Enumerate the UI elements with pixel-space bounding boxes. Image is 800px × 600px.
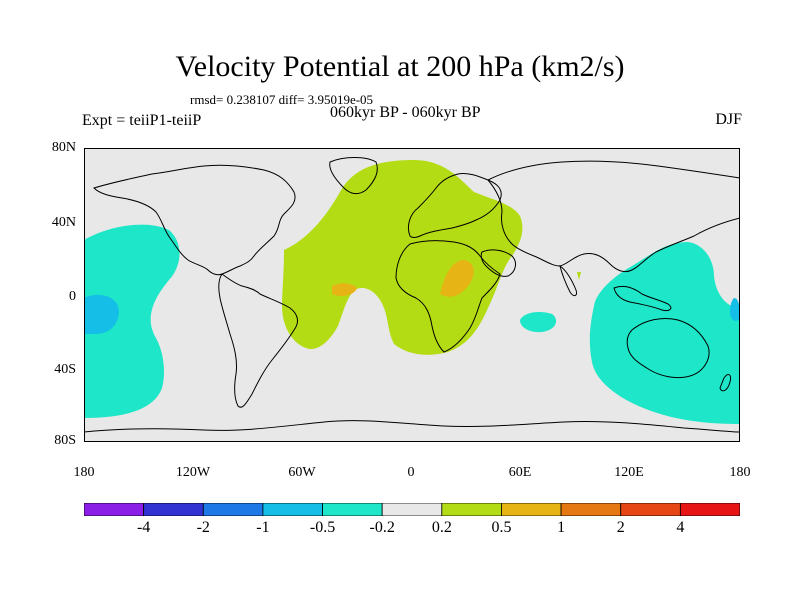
map-frame: [84, 148, 740, 442]
colorbar-swatch: [441, 503, 502, 516]
positive-spot-indian: [577, 272, 581, 280]
colorbar-swatch: [202, 503, 264, 516]
colorbar: [84, 503, 740, 516]
colorbar-swatch: [679, 503, 740, 516]
lon-label-180w: 180: [73, 465, 95, 480]
negative-core-east: [730, 298, 740, 321]
negative-region-indian: [520, 312, 557, 333]
lat-label-40s: 40S: [54, 362, 76, 377]
colorbar-label: 0.2: [431, 519, 452, 536]
colorbar-label: 1: [557, 519, 566, 536]
colorbar-label: 2: [616, 519, 625, 536]
colorbar-swatch: [381, 503, 443, 516]
stats-text: rmsd= 0.238107 diff= 3.95019e-05: [190, 92, 374, 107]
map-title: Velocity Potential at 200 hPa (km2/s): [175, 50, 625, 83]
colorbar-swatch: [84, 503, 145, 516]
colorbar-label: 0.5: [491, 519, 512, 536]
colorbar-swatch: [262, 503, 323, 516]
colorbar-swatch: [322, 503, 383, 516]
negative-region-east: [589, 242, 740, 424]
positive-core-africa: [440, 260, 474, 297]
map-svg: [84, 148, 740, 442]
experiment-label: Expt = teiiP1-teiiP: [82, 112, 202, 129]
negative-region-west-pacific: [84, 224, 180, 418]
colorbar-label: -2: [196, 519, 210, 536]
colorbar-swatch: [143, 503, 204, 516]
colorbar-label: -4: [136, 519, 151, 536]
lon-label-60e: 60E: [508, 465, 532, 480]
lon-label-120w: 120W: [175, 465, 211, 480]
lat-label-80n: 80N: [51, 140, 76, 155]
lat-label-80s: 80S: [54, 433, 76, 448]
season-label: DJF: [715, 111, 742, 128]
coastlines: [84, 157, 740, 433]
colorbar-label: -0.5: [309, 519, 336, 536]
lon-label-180e: 180: [729, 465, 751, 480]
period-label: 060kyr BP - 060kyr BP: [330, 104, 481, 121]
positive-core-atlantic: [332, 283, 357, 296]
colorbar-swatch: [501, 503, 562, 516]
positive-region-atlantic-africa: [282, 160, 523, 355]
lon-label-60w: 60W: [288, 465, 316, 480]
colorbar-label: 4: [676, 519, 685, 536]
colorbar-svg: [84, 503, 740, 516]
lon-label-0: 0: [407, 465, 415, 480]
negative-core-west: [84, 294, 119, 334]
colorbar-swatch: [620, 503, 681, 516]
lat-label-40n: 40N: [51, 215, 76, 230]
colorbar-label: -0.2: [369, 519, 395, 536]
map-panel: [84, 148, 740, 442]
lat-label-eq: 0: [69, 289, 76, 304]
colorbar-swatch: [560, 503, 622, 516]
lon-label-120e: 120E: [614, 465, 644, 480]
colorbar-label: -1: [256, 519, 270, 536]
